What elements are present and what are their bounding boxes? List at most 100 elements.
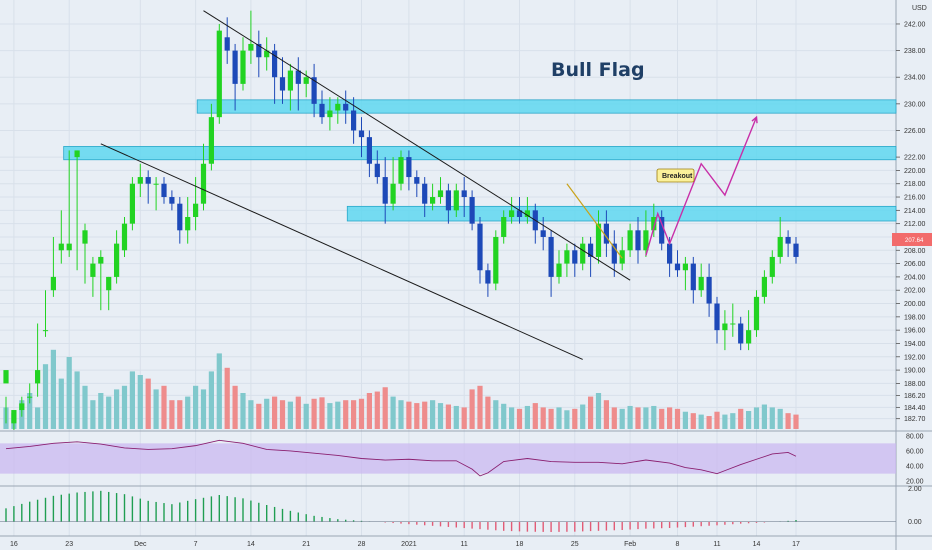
volume-bar (58, 378, 64, 429)
rsi-panel (0, 439, 896, 477)
rsi-axis-label: 60.00 (906, 448, 924, 455)
price-axis-label: 200.00 (904, 301, 926, 308)
volume-bar (572, 408, 578, 429)
candle-body (674, 263, 681, 271)
volume-bar (121, 385, 128, 429)
price-axis-label: 214.00 (904, 208, 926, 215)
projection-arrowhead (751, 115, 758, 124)
candle-body (58, 243, 64, 251)
currency-label: USD (912, 5, 927, 12)
volume-bar (643, 407, 649, 429)
price-axis-label: 186.20 (904, 393, 926, 400)
volume-bar (216, 353, 222, 429)
time-axis-label: 21 (302, 541, 310, 548)
price-axis-label: 206.00 (904, 261, 926, 268)
candle-body (287, 70, 293, 91)
candle-body (643, 230, 649, 251)
candle-body (382, 177, 388, 204)
candle-body (746, 330, 752, 344)
candle-body (185, 217, 191, 231)
candle-body (66, 243, 72, 251)
candle-body (469, 197, 475, 224)
time-axis-label: 11 (713, 541, 720, 548)
volume-bar (627, 405, 633, 429)
volume-bar (319, 397, 325, 429)
time-axis-label: 17 (792, 541, 800, 548)
volume-bar (50, 349, 56, 429)
volume-bar (722, 414, 728, 429)
volume-bar (327, 403, 333, 429)
candle-body (690, 263, 696, 291)
volume-bar (390, 396, 396, 429)
chart-title: Bull Flag (551, 59, 645, 81)
volume-bars (3, 349, 799, 429)
candle-body (114, 243, 120, 277)
candle-body (761, 276, 767, 297)
resistance-zones (63, 99, 897, 222)
volume-bar (374, 391, 380, 429)
volume-bar (82, 385, 88, 429)
volume-bar (98, 393, 104, 429)
price-axis-label: 208.00 (904, 248, 926, 255)
candle-body (50, 276, 56, 291)
candle-body (145, 177, 151, 184)
price-axis-label: 198.00 (904, 314, 926, 321)
macd-panel (0, 490, 896, 532)
volume-bar (580, 404, 586, 429)
time-axis-label: Dec (134, 541, 147, 548)
candle-body (769, 256, 775, 277)
candle-body (240, 50, 246, 84)
volume-bar (564, 410, 570, 429)
candle-body (398, 157, 404, 184)
candle-body (82, 230, 88, 244)
volume-bar (437, 403, 444, 429)
volume-bar (335, 401, 341, 429)
candle-body (374, 163, 380, 178)
projection-path (645, 116, 758, 256)
candle-body (216, 30, 222, 118)
candle-body (248, 43, 254, 51)
candle-body (42, 330, 49, 332)
volume-bar (129, 371, 135, 429)
volume-bar (311, 398, 317, 429)
time-axis-label: 11 (461, 541, 468, 548)
time-axis-label: 7 (194, 541, 198, 548)
volume-bar (35, 407, 41, 429)
volume-bar (414, 403, 420, 429)
price-axis-label: 242.00 (904, 21, 926, 28)
time-axis-label: 16 (10, 541, 18, 548)
candle-body (90, 263, 96, 277)
volume-bar (382, 387, 388, 429)
resistance-zone (63, 146, 897, 161)
candlesticks (3, 10, 799, 430)
volume-bar (153, 389, 159, 429)
candle-body (406, 157, 412, 178)
volume-bar (351, 400, 357, 429)
macd-axis-label: 0.00 (908, 519, 922, 526)
candle-body (430, 197, 436, 204)
candle-body (303, 77, 309, 84)
volume-bar (793, 414, 799, 429)
volume-bar (343, 400, 349, 429)
candle-body (682, 263, 688, 271)
volume-bar (477, 385, 483, 429)
volume-bar (603, 400, 609, 429)
candle-body (516, 210, 523, 217)
volume-bar (611, 407, 617, 429)
candle-body (572, 250, 578, 264)
volume-bar (540, 407, 546, 429)
macd-axis-label: 2.00 (908, 486, 922, 493)
candle-body (461, 190, 467, 198)
volume-bar (674, 408, 681, 429)
candle-body (11, 410, 17, 424)
candle-body (27, 396, 33, 398)
price-axis-label: 192.00 (904, 354, 926, 361)
candle-body (366, 137, 372, 164)
volume-bar (295, 396, 301, 429)
volume-bar (272, 396, 278, 429)
current-price-tag-bg (892, 233, 932, 246)
time-axis-label: 8 (676, 541, 680, 548)
candle-body (129, 183, 135, 224)
